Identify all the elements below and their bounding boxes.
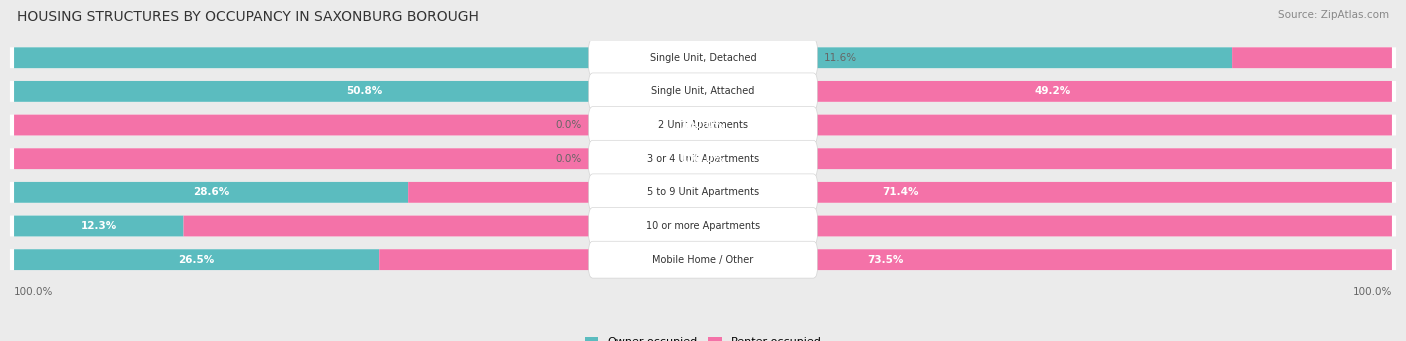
Text: Single Unit, Detached: Single Unit, Detached xyxy=(650,53,756,63)
FancyBboxPatch shape xyxy=(14,216,184,236)
Text: 10 or more Apartments: 10 or more Apartments xyxy=(645,221,761,231)
Text: Single Unit, Attached: Single Unit, Attached xyxy=(651,86,755,97)
Text: 28.6%: 28.6% xyxy=(193,187,229,197)
Text: 5 to 9 Unit Apartments: 5 to 9 Unit Apartments xyxy=(647,187,759,197)
FancyBboxPatch shape xyxy=(589,39,817,76)
Text: 100.0%: 100.0% xyxy=(14,287,53,297)
Text: 49.2%: 49.2% xyxy=(1035,86,1071,97)
Text: 12.3%: 12.3% xyxy=(80,221,117,231)
FancyBboxPatch shape xyxy=(380,249,1392,270)
FancyBboxPatch shape xyxy=(184,216,1392,236)
FancyBboxPatch shape xyxy=(14,182,408,203)
Text: HOUSING STRUCTURES BY OCCUPANCY IN SAXONBURG BOROUGH: HOUSING STRUCTURES BY OCCUPANCY IN SAXON… xyxy=(17,10,479,24)
FancyBboxPatch shape xyxy=(14,148,1392,169)
FancyBboxPatch shape xyxy=(10,216,1396,236)
FancyBboxPatch shape xyxy=(714,81,1392,102)
Text: 88.4%: 88.4% xyxy=(605,53,641,63)
FancyBboxPatch shape xyxy=(408,182,1392,203)
FancyBboxPatch shape xyxy=(14,249,380,270)
Legend: Owner-occupied, Renter-occupied: Owner-occupied, Renter-occupied xyxy=(585,337,821,341)
FancyBboxPatch shape xyxy=(589,140,817,177)
Text: 100.0%: 100.0% xyxy=(682,120,724,130)
Text: 73.5%: 73.5% xyxy=(868,255,904,265)
FancyBboxPatch shape xyxy=(589,208,817,244)
Text: 0.0%: 0.0% xyxy=(555,154,582,164)
FancyBboxPatch shape xyxy=(10,182,1396,203)
FancyBboxPatch shape xyxy=(1232,47,1392,68)
FancyBboxPatch shape xyxy=(10,81,1396,102)
Text: 87.7%: 87.7% xyxy=(769,221,806,231)
FancyBboxPatch shape xyxy=(14,115,1392,135)
FancyBboxPatch shape xyxy=(10,115,1396,135)
Text: 0.0%: 0.0% xyxy=(555,120,582,130)
Text: 2 Unit Apartments: 2 Unit Apartments xyxy=(658,120,748,130)
Text: 26.5%: 26.5% xyxy=(179,255,215,265)
Text: 100.0%: 100.0% xyxy=(1353,287,1392,297)
FancyBboxPatch shape xyxy=(10,47,1396,68)
FancyBboxPatch shape xyxy=(589,73,817,110)
Text: 71.4%: 71.4% xyxy=(882,187,918,197)
FancyBboxPatch shape xyxy=(10,148,1396,169)
Text: 50.8%: 50.8% xyxy=(346,86,382,97)
FancyBboxPatch shape xyxy=(14,81,714,102)
Text: Mobile Home / Other: Mobile Home / Other xyxy=(652,255,754,265)
FancyBboxPatch shape xyxy=(589,241,817,278)
FancyBboxPatch shape xyxy=(589,107,817,144)
Text: 11.6%: 11.6% xyxy=(824,53,858,63)
Text: Source: ZipAtlas.com: Source: ZipAtlas.com xyxy=(1278,10,1389,20)
Text: 3 or 4 Unit Apartments: 3 or 4 Unit Apartments xyxy=(647,154,759,164)
FancyBboxPatch shape xyxy=(589,174,817,211)
FancyBboxPatch shape xyxy=(10,249,1396,270)
FancyBboxPatch shape xyxy=(14,47,1232,68)
Text: 100.0%: 100.0% xyxy=(682,154,724,164)
